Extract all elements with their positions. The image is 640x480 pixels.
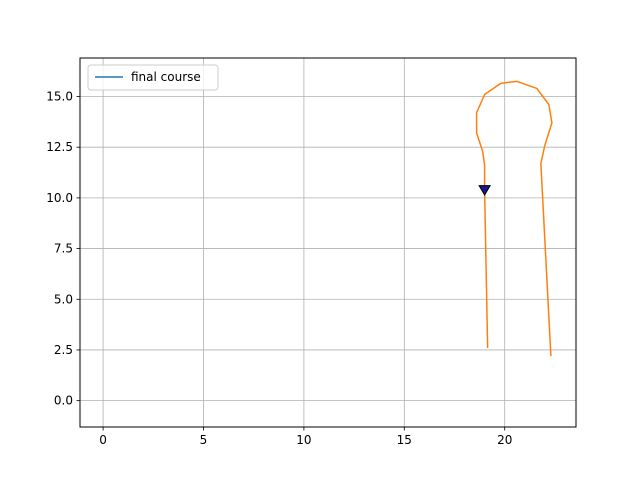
- y-tick-label: 10.0: [46, 191, 73, 205]
- position-marker: [478, 185, 492, 196]
- y-tick-label: 2.5: [54, 343, 73, 357]
- plot-area: [80, 58, 576, 427]
- y-tick-label: 12.5: [46, 140, 73, 154]
- legend-box: [87, 64, 219, 91]
- x-tick-label: 5: [200, 433, 208, 447]
- x-tick-label: 20: [497, 433, 512, 447]
- grid: [80, 58, 576, 427]
- series-layer: [475, 80, 553, 357]
- y-tick-label: 15.0: [46, 90, 73, 104]
- plot-frame: [79, 57, 577, 428]
- x-tick-label: 15: [397, 433, 412, 447]
- legend-label-final-course: final course: [131, 70, 201, 84]
- series-line-path-1: [475, 80, 553, 357]
- y-tick-label: 5.0: [54, 292, 73, 306]
- legend: final course: [87, 64, 219, 91]
- marker-layer: [478, 185, 492, 196]
- x-tick-label: 0: [99, 433, 107, 447]
- x-tick-label: 10: [296, 433, 311, 447]
- y-tick-label: 7.5: [54, 242, 73, 256]
- y-tick-label: 0.0: [54, 394, 73, 408]
- ticks: 0 5 10 15 20 0.0 2.5 5.0 7.5 10.0 12.5 15.0: [46, 90, 512, 447]
